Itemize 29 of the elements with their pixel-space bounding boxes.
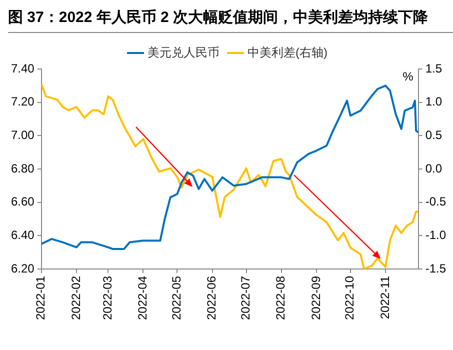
x-tick-label: 2022-03 xyxy=(100,276,114,320)
y2-tick-label: -0.5 xyxy=(425,194,446,209)
x-tick-label: 2022-11 xyxy=(378,276,392,320)
y2-tick-label: 1.0 xyxy=(425,94,442,109)
y-tick-label: 6.80 xyxy=(10,161,35,176)
x-tick-label: 2022-01 xyxy=(34,276,48,320)
y-tick-label: 6.20 xyxy=(10,261,35,276)
x-tick-label: 2022-02 xyxy=(68,276,83,320)
y-tick-label: 6.40 xyxy=(10,228,35,242)
x-tick-label: 2022-04 xyxy=(136,276,150,320)
y2-tick-label: -1.5 xyxy=(425,261,446,276)
y2-tick-label: -1.0 xyxy=(425,228,446,242)
x-tick-label: 2022-08 xyxy=(274,276,288,320)
y-tick-label: 7.20 xyxy=(10,94,35,109)
y2-axis-title: % xyxy=(402,69,414,84)
legend-label: 中美利差(右轴) xyxy=(248,45,328,60)
x-tick-label: 2022-10 xyxy=(342,276,357,320)
x-tick-label: 2022-09 xyxy=(308,276,323,320)
y2-tick-label: 0.5 xyxy=(425,128,442,142)
y-tick-label: 7.00 xyxy=(10,128,35,142)
y2-tick-label: 0.0 xyxy=(425,161,442,176)
y2-tick-label: 1.5 xyxy=(425,61,442,76)
legend-label: 美元兑人民币 xyxy=(148,45,220,60)
x-tick-label: 2022-06 xyxy=(204,276,219,320)
y-tick-label: 7.40 xyxy=(10,61,35,76)
x-tick-label: 2022-05 xyxy=(170,276,184,320)
chart-title: 图 37：2022 年人民币 2 次大幅贬值期间，中美利差均持续下降 xyxy=(8,8,453,33)
y-tick-label: 6.60 xyxy=(10,194,35,209)
x-tick-label: 2022-07 xyxy=(238,276,253,320)
